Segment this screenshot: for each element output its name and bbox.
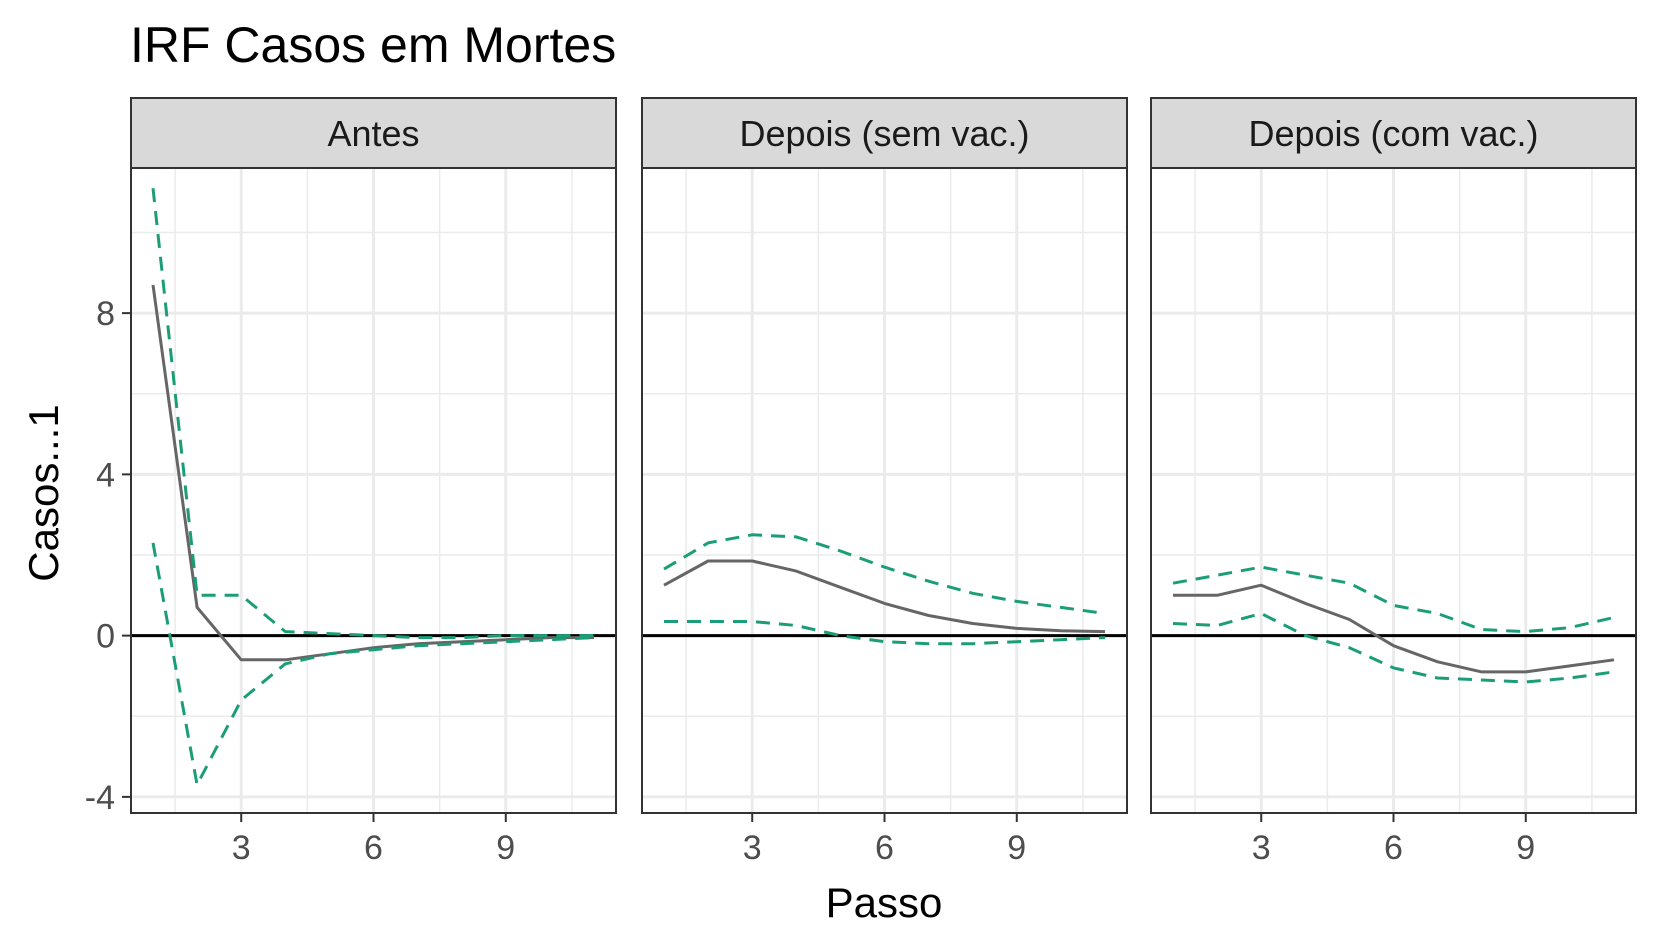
facet-strip-label: Antes xyxy=(327,113,419,154)
band-lower-line xyxy=(1172,612,1615,684)
facet-panel: Antes 3 6 9 -4 0 4 8 xyxy=(85,97,617,867)
band-upper-line xyxy=(151,188,594,640)
x-tick-label: 9 xyxy=(1007,829,1026,867)
x-tick-label: 9 xyxy=(1516,829,1535,867)
irf-line xyxy=(1173,583,1615,674)
y-tick-label: 4 xyxy=(96,456,115,494)
x-axis-title: Passo xyxy=(826,879,943,926)
facet-strip xyxy=(1150,97,1637,169)
y-axis-title: Casos...1 xyxy=(20,404,67,581)
irf-line xyxy=(663,559,1106,634)
facet-panel: Depois (sem vac.) 3 6 9 xyxy=(641,97,1128,867)
x-tick-label: 9 xyxy=(496,829,515,867)
x-tick-label: 6 xyxy=(364,829,383,867)
x-tick-label: 3 xyxy=(1252,829,1271,867)
band-lower-line xyxy=(664,620,1106,646)
y-tick-label: 0 xyxy=(96,618,115,656)
facet-strip xyxy=(130,97,617,169)
facet-strip xyxy=(641,97,1128,169)
y-tick-label: 8 xyxy=(96,295,115,333)
band-upper-line xyxy=(1172,565,1615,634)
x-tick-label: 3 xyxy=(743,829,762,867)
irf-line xyxy=(151,284,594,662)
x-tick-label: 6 xyxy=(875,829,894,867)
facet-strip-label: Depois (sem vac.) xyxy=(739,113,1029,154)
y-tick-label: -4 xyxy=(85,779,115,817)
band-lower-line xyxy=(151,542,595,787)
facet-strip-label: Depois (com vac.) xyxy=(1248,113,1538,154)
facet-panel: Depois (com vac.) 3 6 9 xyxy=(1150,97,1637,867)
chart-title: IRF Casos em Mortes xyxy=(130,17,616,73)
x-tick-label: 6 xyxy=(1384,829,1403,867)
x-tick-label: 3 xyxy=(232,829,251,867)
band-upper-line xyxy=(663,533,1106,615)
